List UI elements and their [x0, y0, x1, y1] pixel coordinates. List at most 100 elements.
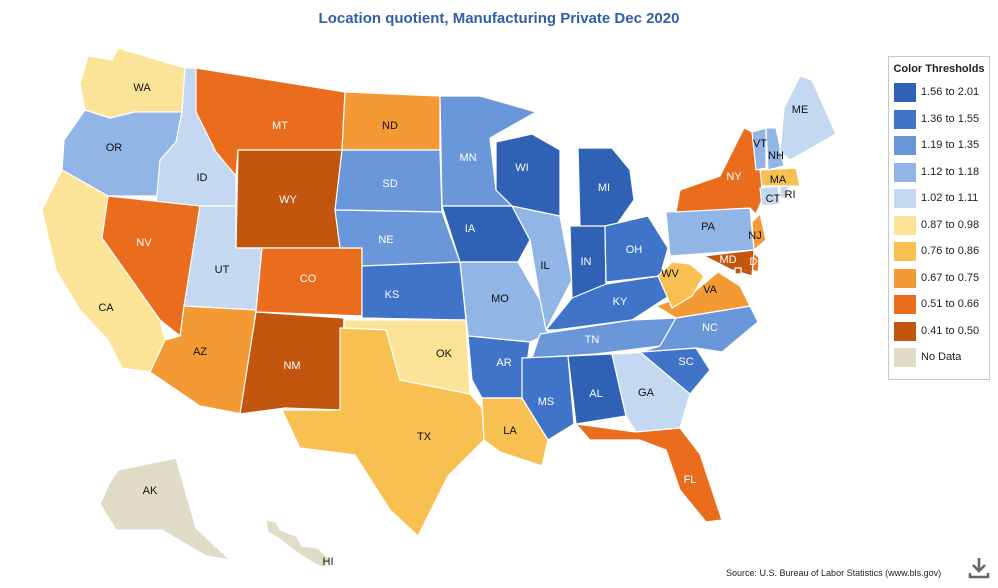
state-label-md: MD	[719, 254, 736, 266]
state-label-mt: MT	[272, 120, 288, 132]
state-ms[interactable]	[521, 355, 575, 441]
state-label-id: ID	[197, 172, 208, 184]
state-label-ut: UT	[215, 264, 230, 276]
state-label-mo: MO	[491, 293, 509, 305]
state-vt[interactable]	[751, 127, 767, 171]
legend-item[interactable]: 0.41 to 0.50	[894, 321, 988, 341]
state-oh[interactable]	[604, 215, 669, 283]
state-nh[interactable]	[765, 127, 785, 171]
state-label-ar: AR	[496, 357, 511, 369]
state-wv[interactable]	[657, 261, 705, 309]
state-label-ny: NY	[726, 171, 742, 183]
state-label-va: VA	[703, 284, 718, 296]
legend-swatch	[894, 83, 916, 102]
state-label-la: LA	[503, 425, 517, 437]
state-label-nh: NH	[768, 150, 784, 162]
legend-item[interactable]: 0.67 to 0.75	[894, 268, 988, 288]
legend-title: Color Thresholds	[893, 63, 985, 75]
legend-item[interactable]: 0.87 to 0.98	[894, 215, 988, 235]
state-label-tn: TN	[585, 334, 600, 346]
legend-item[interactable]: 1.12 to 1.18	[894, 162, 988, 182]
legend-label: 0.41 to 0.50	[921, 324, 980, 337]
state-ks[interactable]	[361, 261, 467, 321]
state-label-nc: NC	[702, 322, 718, 334]
state-label-ga: GA	[638, 387, 655, 399]
state-label-mi: MI	[598, 182, 610, 194]
legend-item[interactable]: No Data	[894, 348, 988, 367]
state-label-nm: NM	[283, 360, 300, 372]
state-label-me: ME	[792, 104, 809, 116]
state-me[interactable]	[779, 75, 837, 161]
legend-swatch	[894, 268, 916, 288]
state-label-oh: OH	[626, 244, 643, 256]
state-label-tx: TX	[417, 431, 432, 443]
state-ia[interactable]	[441, 205, 531, 263]
legend-label: 0.51 to 0.66	[921, 298, 980, 310]
state-label-al: AL	[589, 388, 602, 400]
legend-item[interactable]: 0.51 to 0.66	[894, 295, 988, 314]
state-ma[interactable]	[759, 167, 801, 187]
legend-swatch	[894, 295, 916, 314]
state-label-nv: NV	[136, 237, 152, 249]
legend-label: 1.19 to 1.35	[921, 139, 980, 151]
state-label-pa: PA	[701, 221, 716, 233]
state-label-wa: WA	[133, 82, 151, 94]
legend-swatch	[894, 136, 916, 155]
legend-item[interactable]: 1.36 to 1.55	[894, 109, 988, 129]
legend-item[interactable]: 1.19 to 1.35	[894, 136, 988, 155]
legend-swatch	[894, 215, 916, 235]
legend-label: 0.67 to 0.75	[921, 271, 980, 284]
legend-swatch	[894, 162, 916, 182]
legend-label: 1.12 to 1.18	[921, 165, 980, 178]
legend-item[interactable]: 0.76 to 0.86	[894, 242, 988, 261]
state-label-ky: KY	[613, 296, 628, 308]
state-nm[interactable]	[239, 311, 345, 415]
state-label-sc: SC	[678, 356, 693, 368]
legend-swatch	[894, 242, 916, 261]
state-label-nj: NJ	[748, 230, 761, 242]
state-label-nd: ND	[382, 120, 398, 132]
state-hi[interactable]	[265, 519, 331, 569]
state-label-ia: IA	[465, 223, 476, 235]
state-nj[interactable]	[751, 213, 767, 251]
legend-label: 0.87 to 0.98	[921, 218, 980, 231]
state-label-wv: WV	[661, 268, 679, 280]
state-label-or: OR	[106, 142, 123, 154]
state-ak[interactable]	[99, 457, 231, 561]
state-label-co: CO	[300, 273, 317, 285]
state-ny[interactable]	[675, 127, 763, 215]
legend-item[interactable]: 1.56 to 2.01	[894, 83, 988, 102]
state-label-ne: NE	[378, 234, 393, 246]
state-label-vt: VT	[753, 138, 767, 150]
state-ct[interactable]	[759, 185, 781, 207]
state-label-wy: WY	[279, 194, 297, 206]
source-note: Source: U.S. Bureau of Labor Statistics …	[726, 568, 942, 578]
state-label-in: IN	[581, 256, 592, 268]
state-label-ok: OK	[436, 348, 453, 360]
state-label-de: DE	[749, 256, 764, 268]
state-label-ks: KS	[385, 289, 400, 301]
state-label-ca: CA	[98, 302, 114, 314]
state-label-il: IL	[540, 260, 549, 272]
state-label-ri: RI	[785, 189, 796, 201]
download-icon[interactable]	[968, 556, 990, 580]
state-label-sd: SD	[382, 178, 397, 190]
state-label-ct: CT	[766, 193, 781, 205]
state-label-wi: WI	[515, 162, 528, 174]
map-title: Location quotient, Manufacturing Private…	[318, 10, 680, 27]
state-fl[interactable]	[575, 423, 723, 523]
legend-label: 1.36 to 1.55	[921, 112, 980, 125]
state-label-ak: AK	[143, 485, 158, 497]
legend-swatch	[894, 189, 916, 208]
color-thresholds-legend: Color Thresholds 1.56 to 2.01 1.36 to 1.5…	[888, 56, 990, 380]
state-tx[interactable]	[281, 327, 485, 537]
legend-label: 0.76 to 0.86	[921, 245, 980, 257]
state-label-mn: MN	[459, 152, 476, 164]
state-label-ma: MA	[770, 174, 787, 186]
state-dc[interactable]	[734, 267, 742, 275]
state-label-fl: FL	[684, 474, 697, 486]
state-nv[interactable]	[101, 195, 201, 337]
legend-item[interactable]: 1.02 to 1.11	[894, 189, 988, 208]
legend-swatch	[894, 109, 916, 129]
